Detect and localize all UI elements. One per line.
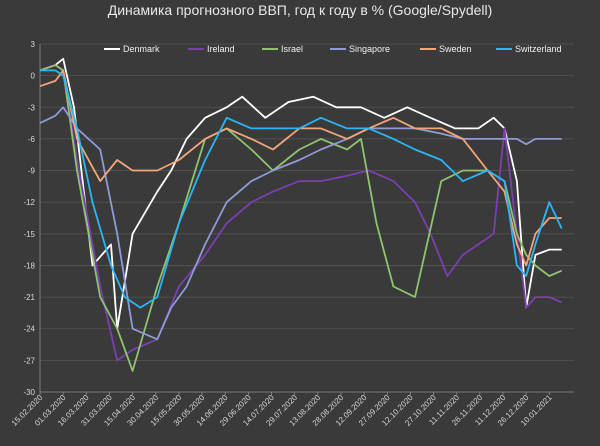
legend-label-switzerland: Switzerland — [515, 44, 562, 54]
y-tick-label: -3 — [28, 103, 36, 112]
y-tick-label: -6 — [28, 135, 36, 144]
series-line-ireland — [39, 64, 563, 362]
y-tick-label: -15 — [23, 230, 35, 239]
y-tick-label: -18 — [23, 261, 35, 270]
y-tick-label: 0 — [31, 72, 36, 81]
chart-title: Динамика прогнозного ВВП, год к году в %… — [108, 2, 493, 18]
legend-label-sweden: Sweden — [439, 44, 472, 54]
y-tick-label: 3 — [31, 40, 36, 49]
series-lines — [39, 57, 563, 372]
y-tick-label: -12 — [23, 198, 35, 207]
series-line-singapore — [39, 106, 562, 341]
legend-label-ireland: Ireland — [207, 44, 235, 54]
legend-label-denmark: Denmark — [123, 44, 160, 54]
y-tick-label: -27 — [23, 356, 35, 365]
series-line-israel — [39, 64, 563, 372]
legend-label-israel: Israel — [281, 44, 303, 54]
legend-label-singapore: Singapore — [349, 44, 390, 54]
grid-lines — [40, 43, 574, 393]
y-tick-label: -21 — [23, 293, 35, 302]
series-line-switzerland — [40, 69, 563, 309]
legend: Denmark Ireland Israel Singapore Sweden Switz… — [104, 44, 562, 54]
y-tick-label: -30 — [23, 388, 35, 397]
y-tick-label: -24 — [23, 325, 35, 334]
y-axis: 3 0 -3 -6 -9 -12 -15 -18 -21 -24 -27 -30 — [23, 40, 41, 397]
y-tick-label: -9 — [28, 167, 36, 176]
